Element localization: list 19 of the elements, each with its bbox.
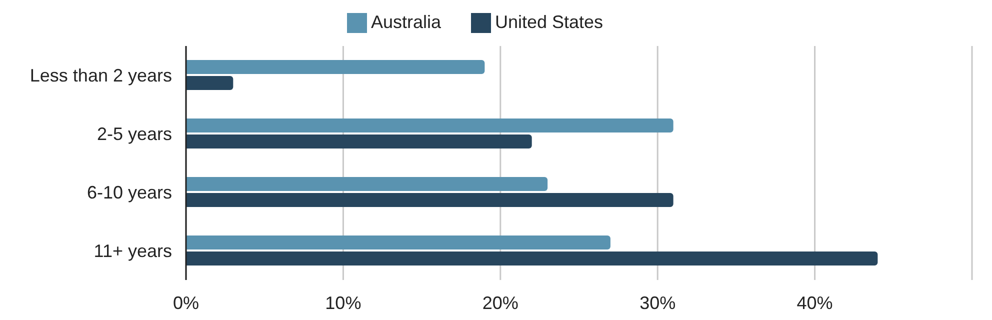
x-tick-label: 30% [640, 292, 676, 313]
x-tick-label: 0% [172, 292, 200, 313]
bar [186, 252, 878, 266]
legend-label: Australia [370, 12, 441, 32]
x-tick-label: 40% [796, 292, 833, 313]
y-tick-label: 2-5 years [96, 124, 172, 144]
x-tick-label: 20% [482, 292, 518, 313]
y-tick-label: Less than 2 years [30, 66, 172, 86]
bar [186, 177, 548, 191]
bar [186, 118, 674, 132]
bar [186, 60, 485, 74]
bar [186, 134, 532, 148]
bar [186, 236, 610, 250]
legend-label: United States [494, 12, 604, 32]
y-tick-label: 11+ years [94, 241, 172, 262]
x-tick-label: 10% [325, 292, 362, 313]
bar [186, 193, 674, 207]
bar [186, 76, 234, 90]
y-tick-label: 6-10 years [86, 182, 172, 203]
